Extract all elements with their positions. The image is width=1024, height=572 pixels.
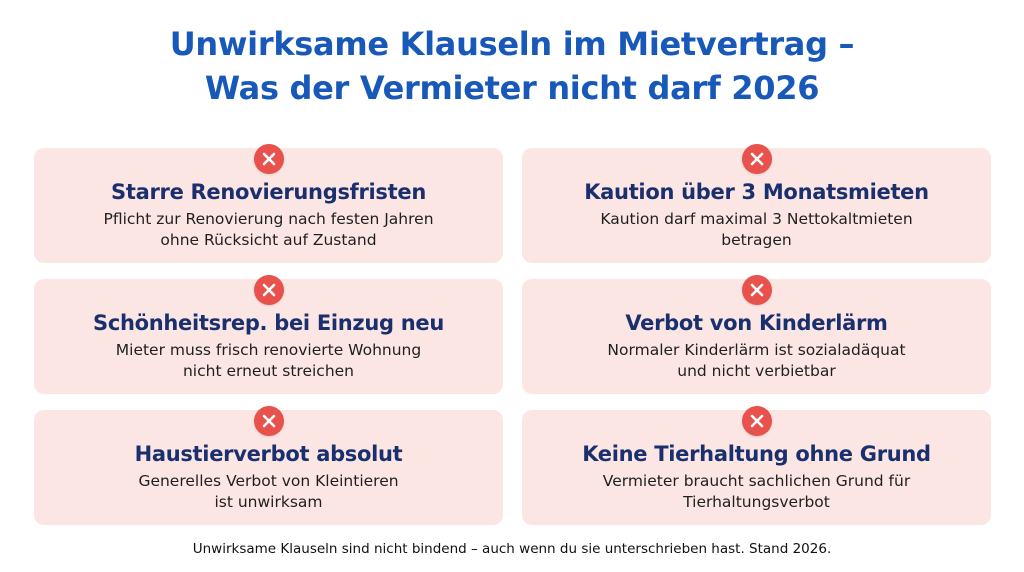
clause-card-kinderlaerm: Verbot von Kinderlärm Normaler Kinderlär…	[522, 275, 991, 394]
clause-card-kaution: Kaution über 3 Monatsmieten Kaution darf…	[522, 144, 991, 263]
close-x-circle-icon	[253, 144, 284, 174]
clause-grid: Starre Renovierungsfristen Pflicht zur R…	[34, 144, 991, 525]
clause-description-line: Normaler Kinderlärm ist sozialadäquat	[607, 341, 906, 359]
clause-description-line: Mieter muss frisch renovierte Wohnung	[115, 341, 422, 359]
footer-note: Unwirksame Klauseln sind nicht bindend –…	[192, 541, 832, 557]
close-x-circle-icon	[253, 275, 284, 305]
clause-title: Verbot von Kinderlärm	[625, 311, 888, 335]
clause-title: Starre Renovierungsfristen	[111, 180, 426, 204]
clause-description-line: betragen	[721, 231, 792, 249]
clause-description: Pflicht zur Renovierung nach festen Jahr…	[34, 209, 503, 251]
clause-card-haustierverbot: Haustierverbot absolut Generelles Verbot…	[34, 406, 503, 525]
clause-card-tierhaltung: Keine Tierhaltung ohne Grund Vermieter b…	[522, 406, 991, 525]
clause-description-line: ist unwirksam	[214, 493, 323, 511]
clause-description-line: Vermieter braucht sachlichen Grund für	[602, 472, 911, 490]
close-x-circle-icon	[741, 275, 772, 305]
clause-title: Schönheitsrep. bei Einzug neu	[93, 311, 444, 335]
title-line-1: Unwirksame Klauseln im Mietvertrag –	[169, 25, 855, 63]
clause-description-line: Kaution darf maximal 3 Nettokaltmieten	[600, 210, 913, 228]
clause-card-renovierungsfristen: Starre Renovierungsfristen Pflicht zur R…	[34, 144, 503, 263]
clause-description-line: Pflicht zur Renovierung nach festen Jahr…	[103, 210, 434, 228]
close-x-circle-icon	[741, 406, 772, 436]
clause-title: Keine Tierhaltung ohne Grund	[582, 442, 931, 466]
title-line-2: Was der Vermieter nicht darf 2026	[204, 69, 820, 107]
clause-title: Kaution über 3 Monatsmieten	[584, 180, 929, 204]
close-x-circle-icon	[741, 144, 772, 174]
clause-description-line: und nicht verbietbar	[677, 362, 836, 380]
clause-description-line: nicht erneut streichen	[182, 362, 355, 380]
clause-description: Kaution darf maximal 3 Nettokaltmieten b…	[522, 209, 991, 251]
page-title: Unwirksame Klauseln im Mietvertrag – Was…	[0, 22, 1024, 110]
clause-description: Mieter muss frisch renovierte Wohnung ni…	[34, 340, 503, 382]
clause-description: Normaler Kinderlärm ist sozialadäquat un…	[522, 340, 991, 382]
close-x-circle-icon	[253, 406, 284, 436]
clause-description: Generelles Verbot von Kleintieren ist un…	[34, 471, 503, 513]
clause-description: Vermieter braucht sachlichen Grund für T…	[522, 471, 991, 513]
clause-description-line: Generelles Verbot von Kleintieren	[138, 472, 399, 490]
clause-title: Haustierverbot absolut	[134, 442, 403, 466]
clause-card-schoenheitsreparaturen: Schönheitsrep. bei Einzug neu Mieter mus…	[34, 275, 503, 394]
clause-description-line: Tierhaltungsverbot	[683, 493, 830, 511]
clause-description-line: ohne Rücksicht auf Zustand	[160, 231, 377, 249]
